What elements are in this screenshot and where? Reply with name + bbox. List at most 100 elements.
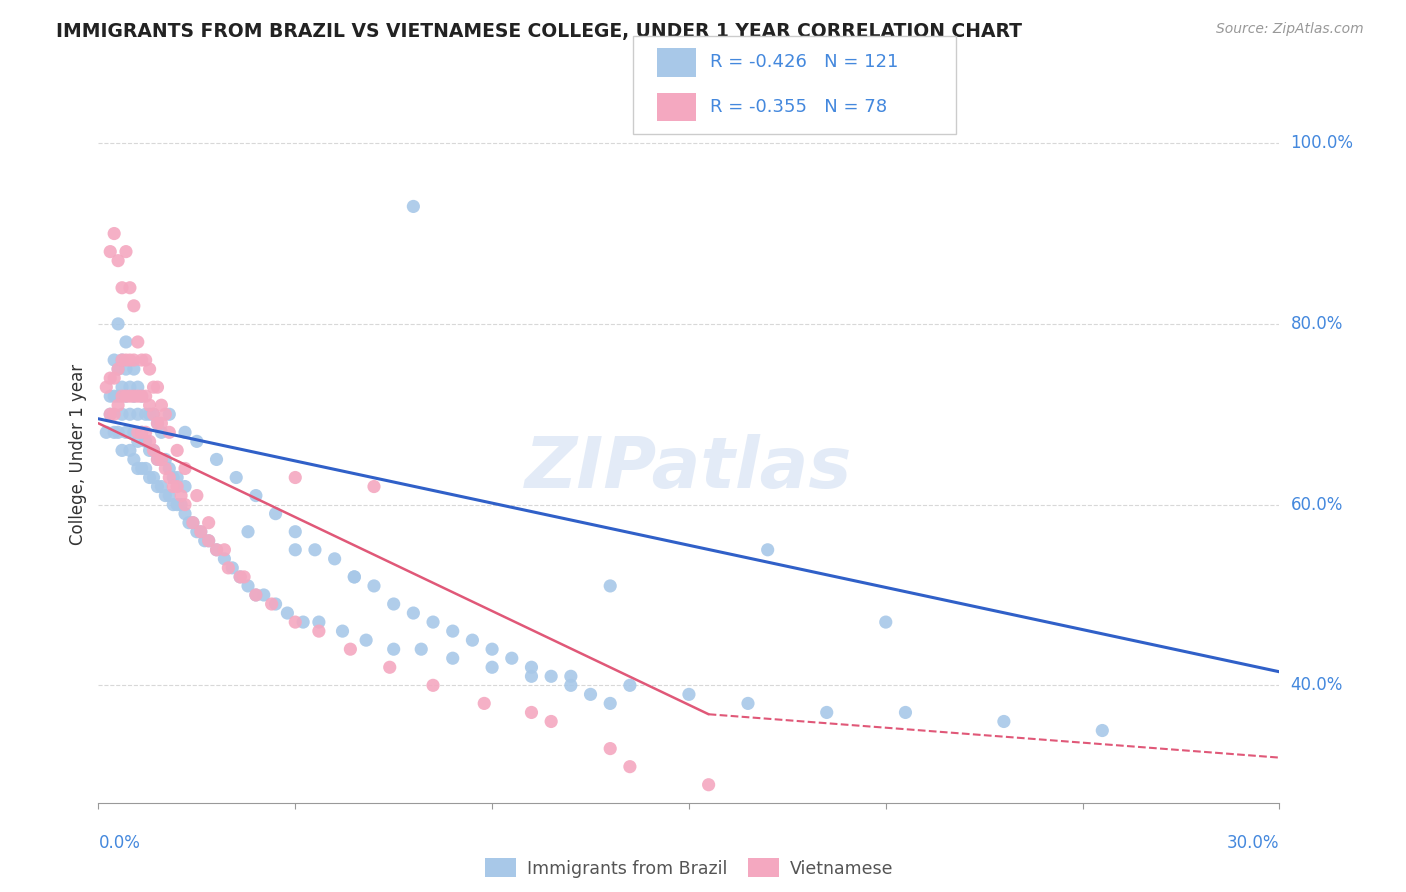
Point bbox=[115, 334, 138, 349]
Point bbox=[174, 498, 197, 512]
Point bbox=[146, 452, 169, 467]
Point bbox=[107, 362, 129, 376]
Point bbox=[284, 542, 307, 557]
Point bbox=[115, 389, 138, 403]
Point bbox=[579, 687, 602, 701]
Point bbox=[135, 407, 157, 421]
Point bbox=[115, 425, 138, 440]
Point bbox=[122, 389, 145, 403]
Point bbox=[599, 741, 621, 756]
Point bbox=[142, 407, 165, 421]
Point bbox=[142, 470, 165, 484]
Point bbox=[142, 380, 165, 394]
Point bbox=[135, 434, 157, 449]
Point bbox=[107, 362, 129, 376]
Point bbox=[96, 425, 118, 440]
Point bbox=[146, 380, 169, 394]
Point bbox=[155, 452, 177, 467]
Point bbox=[1091, 723, 1114, 738]
Point bbox=[98, 407, 121, 421]
Point bbox=[993, 714, 1015, 729]
Point bbox=[107, 389, 129, 403]
Point bbox=[197, 533, 219, 548]
Point bbox=[174, 479, 197, 493]
Point bbox=[560, 669, 582, 683]
Point bbox=[98, 389, 121, 403]
Point bbox=[107, 253, 129, 268]
Point bbox=[146, 452, 169, 467]
Point bbox=[343, 570, 366, 584]
Point bbox=[186, 489, 208, 503]
Point bbox=[540, 714, 562, 729]
Point bbox=[127, 407, 149, 421]
Text: 30.0%: 30.0% bbox=[1227, 834, 1279, 852]
Point bbox=[122, 389, 145, 403]
Point bbox=[229, 570, 252, 584]
Point bbox=[138, 398, 160, 412]
Point bbox=[894, 706, 917, 720]
Point bbox=[127, 380, 149, 394]
Point bbox=[131, 461, 153, 475]
Point bbox=[150, 398, 173, 412]
Point bbox=[127, 425, 149, 440]
Point bbox=[111, 281, 134, 295]
Point bbox=[177, 516, 200, 530]
Point bbox=[98, 371, 121, 385]
Point bbox=[96, 380, 118, 394]
Point bbox=[402, 606, 425, 620]
Point bbox=[103, 389, 125, 403]
Point bbox=[323, 551, 346, 566]
Point bbox=[150, 479, 173, 493]
Point bbox=[304, 542, 326, 557]
Point bbox=[402, 199, 425, 213]
Point bbox=[363, 579, 385, 593]
Point bbox=[339, 642, 361, 657]
Point bbox=[103, 353, 125, 368]
Point bbox=[343, 570, 366, 584]
Point bbox=[122, 299, 145, 313]
Point bbox=[560, 678, 582, 692]
Point bbox=[186, 524, 208, 539]
Point bbox=[245, 489, 267, 503]
Point bbox=[157, 407, 180, 421]
Point bbox=[103, 425, 125, 440]
Point bbox=[284, 615, 307, 629]
Point bbox=[214, 542, 236, 557]
Point bbox=[98, 244, 121, 259]
Point bbox=[197, 533, 219, 548]
Point bbox=[118, 380, 141, 394]
Point bbox=[131, 353, 153, 368]
Point bbox=[441, 651, 464, 665]
Point bbox=[122, 353, 145, 368]
Point bbox=[115, 244, 138, 259]
Point bbox=[225, 470, 247, 484]
Point bbox=[107, 317, 129, 331]
Point bbox=[422, 615, 444, 629]
Point bbox=[194, 533, 217, 548]
Point bbox=[111, 353, 134, 368]
Point bbox=[461, 633, 484, 648]
Point bbox=[122, 425, 145, 440]
Point bbox=[157, 461, 180, 475]
Point bbox=[308, 624, 330, 639]
Point bbox=[166, 498, 188, 512]
Point bbox=[678, 687, 700, 701]
Point bbox=[308, 615, 330, 629]
Point bbox=[150, 452, 173, 467]
Point bbox=[619, 678, 641, 692]
Point bbox=[157, 489, 180, 503]
Point bbox=[260, 597, 283, 611]
Point bbox=[122, 362, 145, 376]
Point bbox=[103, 227, 125, 241]
Text: 80.0%: 80.0% bbox=[1291, 315, 1343, 333]
Point bbox=[382, 597, 405, 611]
Text: R = -0.355   N = 78: R = -0.355 N = 78 bbox=[710, 98, 887, 116]
Point bbox=[157, 425, 180, 440]
Point bbox=[107, 425, 129, 440]
Point bbox=[236, 579, 259, 593]
Point bbox=[481, 660, 503, 674]
Point bbox=[138, 470, 160, 484]
Point bbox=[118, 389, 141, 403]
Point bbox=[229, 570, 252, 584]
Point bbox=[422, 678, 444, 692]
